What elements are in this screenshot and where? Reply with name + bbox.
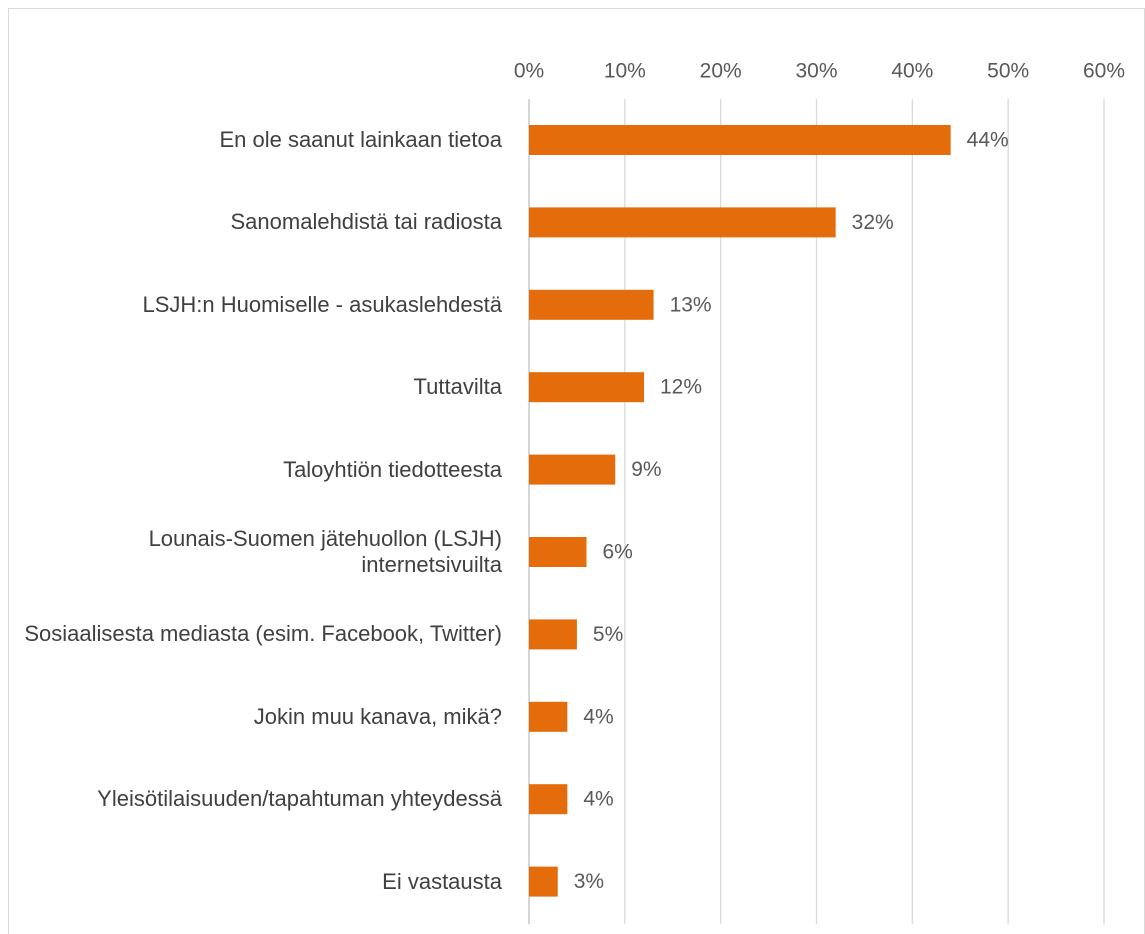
category-label: LSJH:n Huomiselle - asukaslehdestä [142, 291, 502, 317]
x-tick-label: 20% [700, 60, 742, 83]
category-label: En ole saanut lainkaan tietoa [219, 127, 502, 152]
x-tick-label: 10% [604, 60, 646, 83]
data-label: 44% [967, 129, 1009, 152]
x-tick-label: 30% [795, 60, 837, 83]
category-label: Ei vastausta [382, 868, 502, 894]
x-tick-label: 60% [1083, 60, 1125, 83]
category-label: Taloyhtiön tiedotteesta [283, 456, 502, 482]
category-label: Tuttavilta [413, 374, 502, 400]
bar [529, 784, 568, 815]
data-label: 13% [670, 293, 712, 316]
x-tick-label: 40% [891, 60, 933, 83]
x-tick-label: 50% [987, 60, 1029, 83]
data-label: 12% [660, 376, 702, 399]
category-label: Sosiaalisesta mediasta (esim. Facebook, … [24, 621, 502, 647]
bar [529, 289, 654, 320]
bar [529, 207, 836, 238]
data-label: 3% [574, 870, 604, 893]
category-label: Sanomalehdistä tai radiosta [230, 209, 503, 235]
bar [529, 537, 587, 567]
bar [529, 701, 568, 732]
category-label: Lounais-Suomen jätehuollon (LSJH) intern… [148, 526, 502, 577]
bar [529, 454, 616, 485]
category-label: Yleisötilaisuuden/tapahtuman yhteydessä [97, 786, 502, 812]
data-label: 5% [593, 623, 623, 646]
bar [529, 866, 558, 897]
bar [529, 372, 644, 403]
data-label: 32% [852, 211, 894, 234]
data-label: 9% [631, 458, 661, 481]
bar [529, 125, 951, 155]
category-label: Jokin muu kanava, mikä? [253, 703, 502, 729]
data-label: 4% [583, 788, 613, 811]
data-label: 4% [583, 705, 613, 728]
bar [529, 619, 577, 650]
x-tick-label: 0% [514, 60, 544, 83]
data-label: 6% [603, 541, 633, 564]
